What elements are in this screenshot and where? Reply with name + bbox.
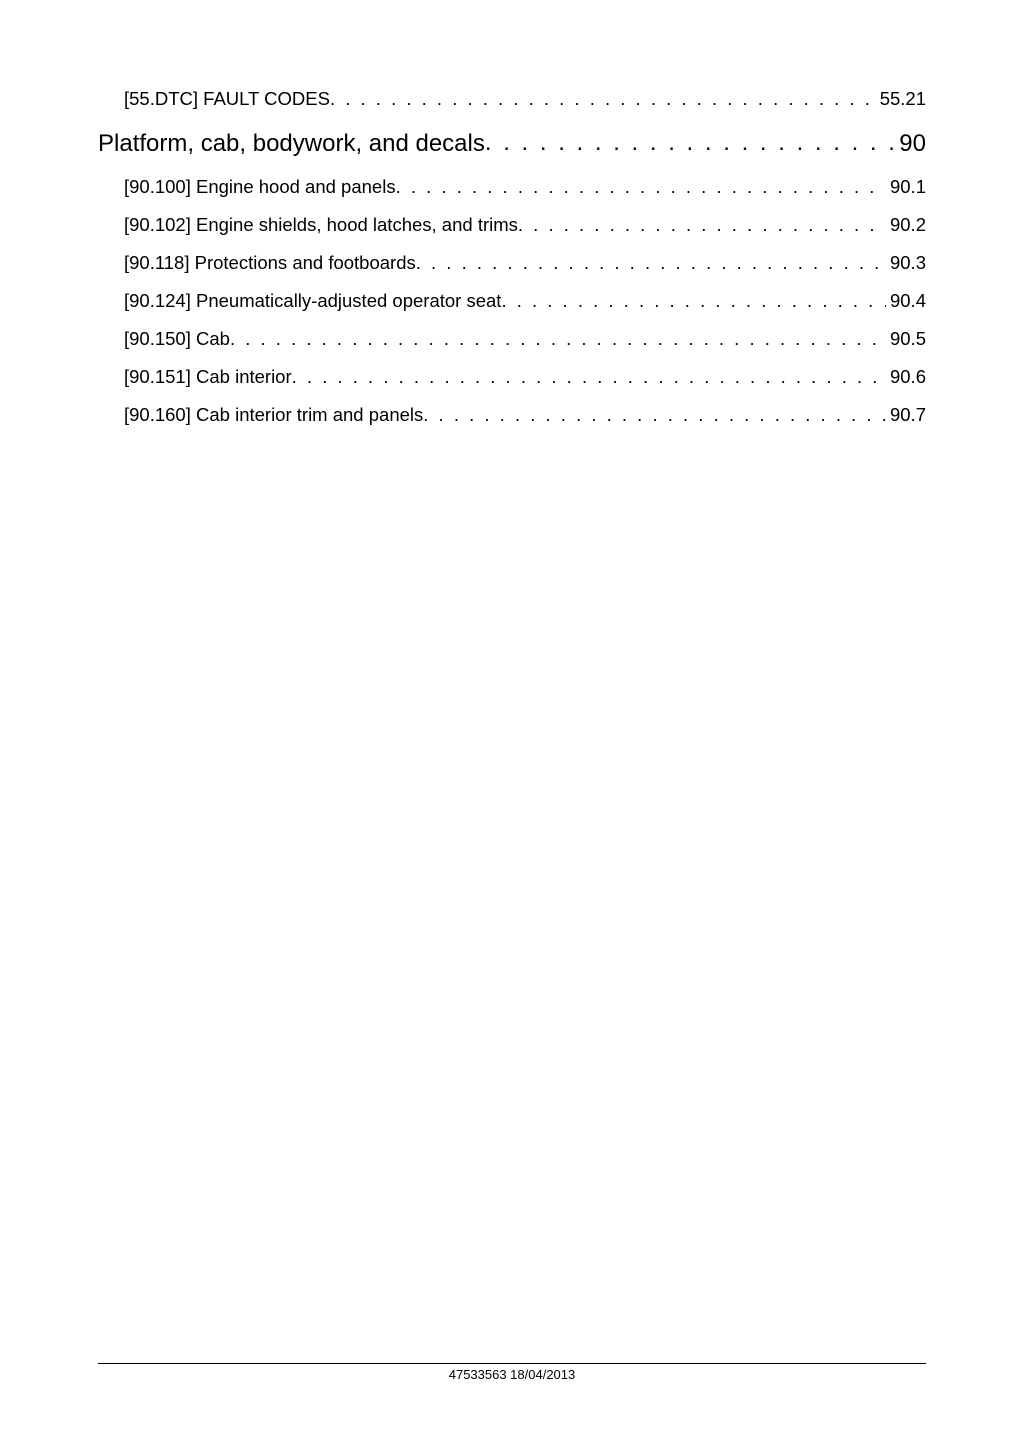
toc-entry-title: [90.160] Cab interior trim and panels [124,404,423,426]
toc-sub-entry: [90.151] Cab interior. . . . . . . . . .… [98,366,926,388]
toc-entry-title: [55.DTC] FAULT CODES [124,88,330,110]
toc-section-entry: Platform, cab, bodywork, and decals. . .… [98,130,926,158]
page-footer: 47533563 18/04/2013 [98,1363,926,1382]
toc-entry-page: 90.5 [886,328,926,350]
toc-entry-title: [90.100] Engine hood and panels [124,176,396,198]
toc-sub-entry: [90.102] Engine shields, hood latches, a… [98,214,926,236]
toc-entry-page: 90.2 [886,214,926,236]
toc-leader-dots: . . . . . . . . . . . . . . . . . . . . … [485,130,895,157]
toc-leader-dots: . . . . . . . . . . . . . . . . . . . . … [416,252,886,274]
toc-sub-entry: [90.100] Engine hood and panels . . . . … [98,176,926,198]
toc-entry-page: 55.21 [876,88,926,110]
toc-entry-title: [90.118] Protections and footboards [124,252,416,274]
toc-sub-entry: [90.118] Protections and footboards. . .… [98,252,926,274]
toc-entry-page: 90.4 [886,290,926,312]
page: [55.DTC] FAULT CODES. . . . . . . . . . … [0,0,1024,1448]
table-of-contents: [55.DTC] FAULT CODES. . . . . . . . . . … [98,88,926,426]
toc-entry-title: [90.124] Pneumatically-adjusted operator… [124,290,501,312]
toc-entry-title: [90.150] Cab [124,328,230,350]
toc-leader-dots: . . . . . . . . . . . . . . . . . . . . … [423,404,886,426]
toc-entry-title: [90.151] Cab interior [124,366,292,388]
toc-entry-page: 90 [895,130,926,158]
toc-entry-page: 90.1 [886,176,926,198]
toc-leader-dots: . . . . . . . . . . . . . . . . . . . . … [501,290,886,312]
toc-entry-page: 90.3 [886,252,926,274]
toc-entry-title: Platform, cab, bodywork, and decals [98,130,485,158]
toc-sub-entry: [55.DTC] FAULT CODES. . . . . . . . . . … [98,88,926,110]
toc-sub-entry: [90.124] Pneumatically-adjusted operator… [98,290,926,312]
toc-leader-dots: . . . . . . . . . . . . . . . . . . . . … [292,366,886,388]
toc-entry-page: 90.6 [886,366,926,388]
toc-entry-title: [90.102] Engine shields, hood latches, a… [124,214,518,236]
toc-leader-dots: . . . . . . . . . . . . . . . . . . . . … [330,88,876,110]
toc-sub-entry: [90.150] Cab. . . . . . . . . . . . . . … [98,328,926,350]
toc-leader-dots: . . . . . . . . . . . . . . . . . . . . … [396,176,886,198]
toc-sub-entry: [90.160] Cab interior trim and panels. .… [98,404,926,426]
toc-leader-dots: . . . . . . . . . . . . . . . . . . . . … [518,214,886,236]
toc-entry-page: 90.7 [886,404,926,426]
toc-leader-dots: . . . . . . . . . . . . . . . . . . . . … [230,328,886,350]
